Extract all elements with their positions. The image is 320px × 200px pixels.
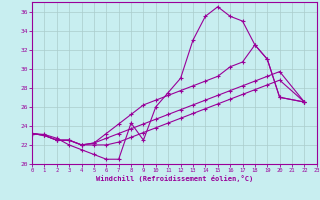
X-axis label: Windchill (Refroidissement éolien,°C): Windchill (Refroidissement éolien,°C) — [96, 175, 253, 182]
